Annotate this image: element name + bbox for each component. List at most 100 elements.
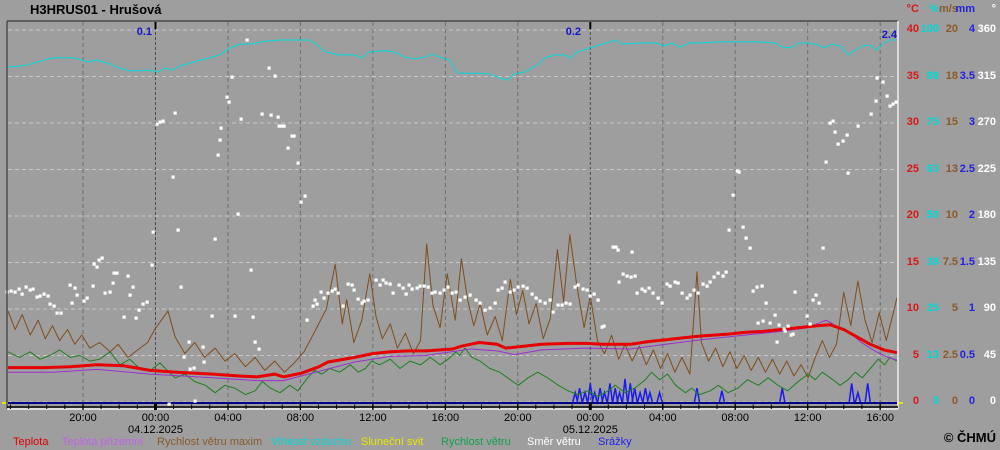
- wind-direction-dot: [821, 246, 825, 250]
- time-label: 20:00: [69, 412, 97, 424]
- wind-direction-dot: [341, 304, 345, 308]
- wind-direction-dot: [103, 291, 107, 295]
- wind-direction-dot: [503, 280, 507, 284]
- wind-direction-dot: [560, 303, 564, 307]
- wind-direction-dot: [751, 289, 755, 293]
- wind-direction-dot: [525, 286, 529, 290]
- wind-direction-dot: [245, 38, 249, 42]
- daily-precip-total: 0.1: [136, 26, 152, 38]
- right-axis-value: 135: [977, 255, 996, 268]
- right-axis-value: 1: [968, 302, 975, 314]
- wind-direction-dot: [548, 298, 552, 302]
- right-axis-value: 0: [932, 395, 939, 407]
- wind-direction-dot: [668, 284, 672, 288]
- wind-direction-dot: [521, 284, 525, 288]
- wind-direction-dot: [629, 275, 633, 279]
- wind-direction-dot: [100, 256, 104, 260]
- precip-spike: [581, 389, 589, 403]
- precip-spike: [718, 390, 726, 403]
- precip-spike: [591, 389, 598, 403]
- humidity-line: [7, 39, 897, 81]
- right-axis-value: 25: [926, 302, 939, 314]
- wind-direction-dot: [468, 293, 472, 297]
- wind-direction-dot: [13, 290, 17, 294]
- wind-direction-dot: [660, 301, 664, 305]
- wind-direction-dot: [737, 170, 741, 174]
- wind-direction-dot: [516, 285, 520, 289]
- right-axis-value: 40: [906, 23, 919, 35]
- wind-direction-dot: [38, 294, 42, 298]
- wind-direction-dot: [225, 95, 229, 99]
- wind-direction-dot: [621, 272, 625, 276]
- wind-direction-dot: [701, 282, 705, 286]
- wind-direction-dot: [299, 200, 303, 204]
- wind-direction-dot: [260, 112, 264, 116]
- wind-direction-dot: [596, 298, 600, 302]
- wind-direction-dot: [182, 355, 186, 359]
- wind-direction-dot: [188, 367, 192, 371]
- right-axis-value: 0: [912, 395, 919, 407]
- wind-direction-dot: [253, 340, 257, 344]
- wind-direction-dot: [696, 291, 700, 295]
- legend-item: Rychlost větru maxim: [157, 436, 263, 448]
- wind-direction-dot: [292, 134, 296, 138]
- wind-direction-dot: [446, 285, 450, 289]
- right-axis-value: 90: [983, 302, 996, 314]
- wind-direction-dot: [581, 287, 585, 291]
- wind-direction-dot: [775, 340, 779, 344]
- right-axis-value: 10: [906, 302, 919, 314]
- wind-direction-dot: [322, 296, 326, 300]
- time-label: 08:00: [721, 412, 749, 424]
- wind-direction-dot: [744, 236, 748, 240]
- precip-spike: [636, 389, 644, 403]
- wind-direction-dot: [735, 169, 739, 173]
- right-axis-value: 20: [945, 23, 958, 35]
- wind-direction-dot: [171, 175, 175, 179]
- wind-direction-dot: [219, 126, 223, 130]
- wind-direction-dot: [588, 294, 592, 298]
- right-axis-value: 50: [926, 209, 939, 221]
- wind-direction-dot: [336, 291, 340, 295]
- wind-direction-dot: [137, 308, 141, 312]
- wind-direction-dot: [483, 308, 487, 312]
- wind-direction-dot: [24, 285, 28, 289]
- wind-direction-dot: [333, 287, 337, 291]
- wind-direction-dot: [782, 327, 786, 331]
- wind-direction-dot: [290, 134, 294, 138]
- right-axis-value: 2.5: [959, 162, 975, 175]
- wind-direction-dot: [831, 119, 835, 123]
- wind-direction-dot: [141, 302, 145, 306]
- precip-spike: [656, 389, 663, 403]
- wind-direction-dot: [179, 285, 183, 289]
- time-label: 16:00: [431, 412, 460, 424]
- right-axis-value: 10: [945, 209, 958, 221]
- time-label: 12:00: [793, 412, 822, 424]
- wind-direction-dot: [760, 284, 764, 288]
- legend-item: Srážky: [598, 436, 632, 448]
- right-axis-value: 35: [906, 69, 919, 82]
- wind-direction-dot: [630, 250, 634, 254]
- wind-direction-dot: [635, 291, 639, 295]
- precip-spike: [646, 389, 654, 403]
- wind-direction-dot: [564, 301, 568, 305]
- right-axis-value: 15: [906, 255, 919, 268]
- wind-direction-dot: [874, 99, 878, 103]
- wind-direction-dot: [251, 315, 255, 319]
- wind-direction-dot: [773, 313, 777, 317]
- wind-direction-dot: [488, 306, 492, 310]
- wind-direction-dot: [17, 287, 21, 291]
- legend-item: Rychlost větru: [441, 436, 511, 448]
- wind-direction-dot: [233, 314, 237, 318]
- wind-direction-dot: [68, 283, 72, 287]
- wind-direction-dot: [391, 291, 395, 295]
- wind-direction-dot: [126, 274, 130, 278]
- wind-direction-dot: [330, 289, 334, 293]
- wind-direction-dot: [374, 278, 378, 282]
- wind-direction-dot: [500, 286, 504, 290]
- time-label: 04:00: [649, 412, 677, 424]
- wind-direction-dot: [841, 139, 845, 143]
- precip-spike: [848, 383, 855, 403]
- wind-direction-dot: [688, 293, 692, 297]
- wind-direction-dot: [155, 122, 159, 126]
